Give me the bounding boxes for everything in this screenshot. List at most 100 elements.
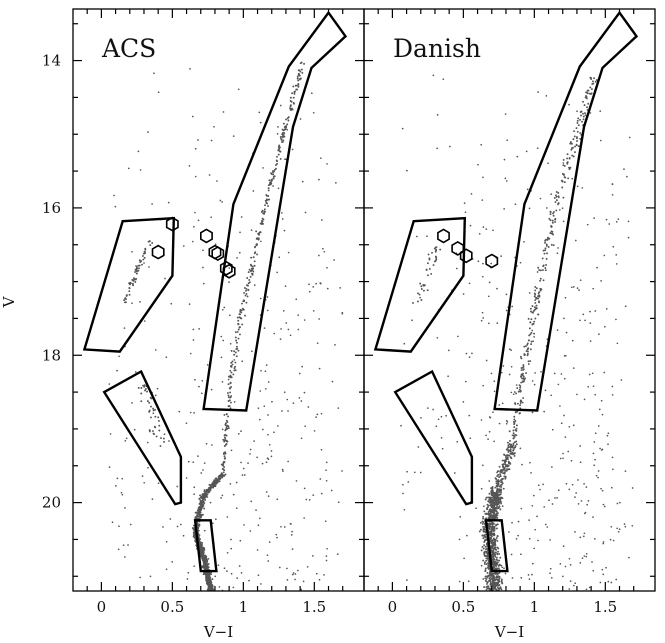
star-point: [187, 460, 190, 463]
star-point: [207, 558, 210, 560]
star-point: [133, 278, 136, 281]
star-point: [271, 400, 273, 403]
star-point: [557, 247, 559, 249]
star-point: [283, 132, 286, 134]
star-point: [246, 295, 249, 298]
star-point: [605, 218, 608, 221]
star-point: [595, 79, 598, 82]
star-point: [326, 163, 328, 165]
star-point: [603, 254, 606, 257]
star-point: [131, 250, 133, 253]
lower-left-box: [393, 369, 474, 506]
star-point: [219, 199, 222, 202]
star-point: [492, 549, 495, 552]
star-point: [542, 279, 545, 282]
star-point: [287, 119, 290, 122]
star-point: [570, 459, 573, 462]
star-point: [553, 372, 556, 375]
star-point: [435, 248, 438, 251]
star-point: [503, 207, 505, 210]
star-point: [624, 305, 627, 308]
star-point: [583, 555, 586, 557]
star-point: [588, 92, 591, 95]
star-point: [202, 573, 205, 576]
star-point: [225, 425, 228, 428]
star-point: [449, 145, 451, 148]
star-point: [512, 444, 515, 446]
star-point: [289, 104, 292, 107]
star-point: [194, 378, 196, 381]
x-tick-label: 0.5: [160, 598, 184, 616]
star-point: [273, 170, 275, 173]
star-point: [484, 577, 487, 580]
star-point: [480, 564, 483, 567]
star-point: [227, 405, 230, 408]
star-point: [512, 429, 515, 432]
star-point: [495, 490, 498, 493]
star-point: [571, 483, 574, 486]
star-point: [495, 498, 498, 501]
star-point: [496, 482, 499, 485]
star-point: [504, 477, 507, 480]
star-point: [499, 508, 502, 511]
star-point: [114, 205, 117, 208]
star-point: [216, 180, 218, 182]
star-point: [495, 509, 497, 512]
star-point: [489, 573, 492, 576]
star-point: [468, 356, 471, 358]
star-point: [154, 426, 157, 429]
star-point: [262, 428, 264, 431]
star-point: [488, 514, 491, 517]
star-point: [437, 418, 440, 421]
star-point: [534, 293, 537, 296]
star-point: [531, 380, 534, 382]
star-point: [230, 386, 233, 388]
star-point: [494, 561, 496, 564]
star-point: [500, 564, 503, 567]
star-point: [537, 539, 539, 542]
star-point: [266, 309, 269, 312]
star-point: [484, 545, 487, 548]
star-point: [534, 301, 537, 304]
star-point: [234, 365, 237, 368]
star-point: [289, 334, 292, 337]
star-point: [485, 563, 488, 566]
star-point: [501, 478, 504, 481]
star-point: [276, 536, 278, 539]
star-point: [201, 555, 204, 558]
star-point: [148, 409, 151, 412]
star-point: [287, 116, 290, 119]
star-point: [541, 269, 544, 271]
star-point: [407, 481, 410, 483]
star-point: [155, 435, 158, 438]
star-point: [341, 470, 343, 472]
star-point: [585, 555, 588, 558]
star-point: [516, 410, 519, 413]
star-point: [432, 264, 435, 266]
star-point: [326, 547, 328, 550]
star-point: [544, 269, 547, 272]
star-point: [225, 434, 228, 437]
star-point: [607, 580, 610, 583]
star-point: [245, 287, 248, 290]
star-point: [592, 452, 595, 455]
star-point: [563, 377, 566, 380]
star-point: [167, 201, 170, 204]
star-point: [508, 430, 511, 433]
star-point: [612, 468, 614, 471]
star-point: [549, 219, 552, 222]
star-point: [253, 264, 256, 267]
star-point: [589, 112, 592, 114]
star-point: [199, 505, 202, 508]
star-point: [582, 112, 584, 115]
star-point: [198, 385, 200, 388]
star-point: [308, 290, 311, 293]
star-point: [566, 162, 569, 165]
star-point: [150, 405, 152, 408]
star-point: [551, 221, 554, 224]
star-point: [282, 133, 285, 136]
star-point: [507, 446, 510, 449]
star-point: [325, 559, 328, 562]
star-point: [593, 77, 596, 80]
star-point: [325, 469, 327, 472]
